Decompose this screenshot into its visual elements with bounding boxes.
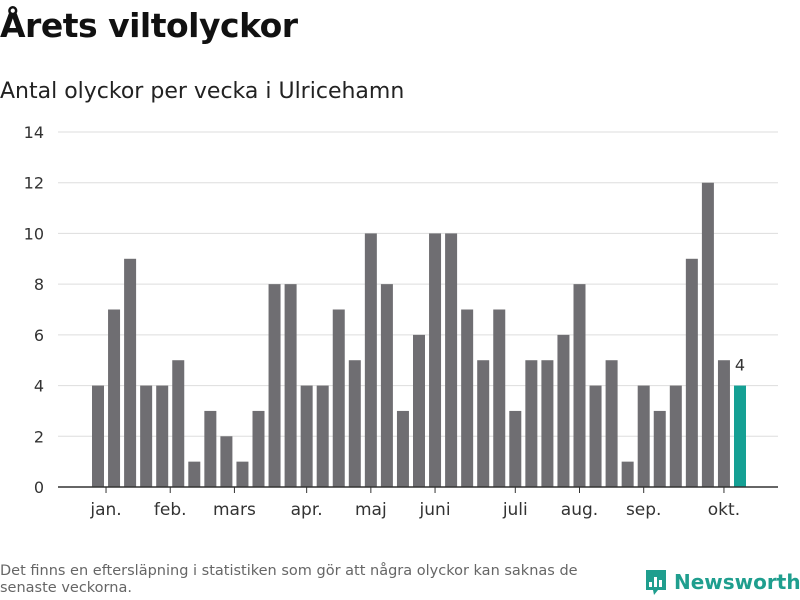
bar <box>621 461 634 487</box>
bar <box>429 233 442 487</box>
bar <box>236 461 249 487</box>
bar <box>124 258 137 487</box>
bar <box>493 309 506 487</box>
bar <box>541 360 554 487</box>
bar <box>348 360 361 487</box>
bar <box>172 360 185 487</box>
bar <box>268 284 281 487</box>
y-axis-ticks: 0 2 4 6 8 10 12 14 <box>24 123 44 497</box>
x-tick-label: mars <box>213 500 256 520</box>
x-tick-label: juni <box>419 500 451 520</box>
bar <box>605 360 618 487</box>
x-tick-label: feb. <box>154 500 187 520</box>
bar <box>300 385 313 487</box>
bar <box>252 410 265 487</box>
x-tick-label: aug. <box>561 500 598 520</box>
x-tick-label: sep. <box>626 500 662 520</box>
bar <box>156 385 169 487</box>
y-tick-label: 12 <box>24 174 44 193</box>
bar <box>477 360 490 487</box>
y-tick-label: 2 <box>34 427 44 446</box>
brand-name: Newsworthy <box>674 570 800 594</box>
x-tick-label: okt. <box>708 500 740 520</box>
bar <box>413 334 425 487</box>
x-axis-ticks: jan. feb. mars apr. maj juni juli aug. sep. okt. <box>89 487 740 520</box>
bar <box>220 436 233 487</box>
x-tick-label: apr. <box>291 500 323 520</box>
bar <box>509 410 522 487</box>
x-tick-label: jan. <box>89 500 121 520</box>
bar <box>573 284 586 487</box>
bar <box>396 410 409 487</box>
bar <box>204 410 217 487</box>
bar <box>653 410 666 487</box>
y-tick-label: 6 <box>34 326 44 345</box>
bar <box>140 385 153 487</box>
newsworthy-logo-icon <box>646 570 666 595</box>
footnote: Det finns en eftersläpning i statistiken… <box>0 563 578 596</box>
bar <box>557 334 570 487</box>
y-tick-label: 10 <box>24 224 44 243</box>
bar <box>92 385 104 487</box>
x-tick-label: maj <box>355 500 387 520</box>
bar <box>188 461 201 487</box>
chart-title: Årets viltolyckor <box>0 6 298 45</box>
bar <box>734 385 746 487</box>
bars <box>92 182 746 487</box>
bar <box>701 182 714 487</box>
bar <box>364 233 377 487</box>
bar <box>637 385 650 487</box>
bar <box>525 360 538 487</box>
bar <box>685 258 698 487</box>
y-tick-label: 8 <box>34 275 44 294</box>
bar <box>380 284 393 487</box>
bar <box>669 385 682 487</box>
bar <box>316 385 329 487</box>
y-tick-label: 0 <box>34 478 44 497</box>
bar <box>461 309 474 487</box>
y-tick-label: 4 <box>34 377 44 396</box>
chart-subtitle: Antal olyckor per vecka i Ulricehamn <box>0 79 405 104</box>
bar <box>445 233 458 487</box>
bar <box>108 309 121 487</box>
y-tick-label: 14 <box>24 123 44 142</box>
bar <box>589 385 602 487</box>
bar-chart: 0 2 4 6 8 10 12 14 jan. feb. mars apr. maj juni juli a… <box>24 123 778 520</box>
data-labels: 4 <box>735 356 745 375</box>
bar <box>332 309 345 487</box>
x-tick-label: juli <box>502 500 528 520</box>
bar <box>717 360 730 487</box>
data-label: 4 <box>735 356 745 375</box>
bar <box>284 284 297 487</box>
brand-logo: Newsworthy <box>644 568 800 596</box>
